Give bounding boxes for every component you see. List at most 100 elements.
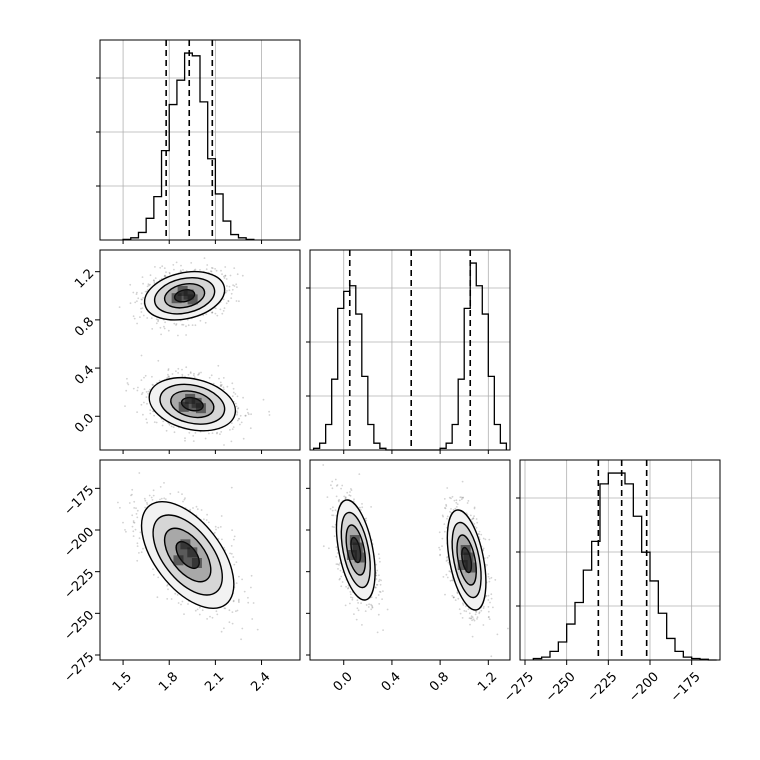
- scatter-point: [193, 376, 196, 379]
- scatter-point: [446, 487, 449, 489]
- scatter-point: [211, 432, 214, 434]
- scatter-point: [469, 617, 472, 620]
- scatter-point: [181, 373, 184, 376]
- scatter-point: [377, 594, 380, 596]
- scatter-point: [152, 279, 155, 282]
- scatter-point: [374, 586, 377, 589]
- scatter-point: [230, 422, 233, 424]
- scatter-point: [475, 518, 478, 520]
- scatter-point: [473, 507, 476, 510]
- scatter-point: [451, 595, 454, 597]
- scatter-point: [148, 284, 150, 287]
- scatter-point: [494, 579, 497, 581]
- scatter-point: [153, 421, 156, 423]
- scatter-point: [348, 494, 351, 497]
- scatter-point: [216, 431, 219, 434]
- scatter-point: [484, 538, 487, 541]
- scatter-point: [338, 564, 340, 566]
- scatter-point: [214, 525, 217, 528]
- scatter-point: [469, 623, 471, 626]
- scatter-point: [164, 321, 167, 324]
- scatter-point: [147, 390, 150, 393]
- y-tick-label: −225: [61, 566, 97, 602]
- scatter-point: [237, 599, 240, 602]
- scatter-point: [446, 556, 448, 559]
- scatter-point: [236, 273, 239, 276]
- density-cell: [178, 401, 189, 412]
- scatter-point: [201, 609, 204, 612]
- scatter-point: [155, 322, 158, 325]
- scatter-point: [203, 518, 205, 521]
- density-cell: [460, 545, 471, 555]
- scatter-point: [336, 552, 339, 554]
- scatter-point: [194, 432, 197, 434]
- scatter-point: [223, 444, 225, 446]
- scatter-point: [129, 302, 132, 305]
- scatter-point: [202, 314, 205, 317]
- scatter-point: [168, 271, 171, 274]
- scatter-point: [203, 257, 206, 259]
- scatter-point: [465, 605, 467, 608]
- scatter-point: [231, 622, 234, 625]
- scatter-point: [232, 284, 235, 286]
- scatter-point: [135, 513, 138, 515]
- scatter-point: [482, 537, 485, 540]
- joint-frame: [309, 459, 511, 661]
- y-tick-label: 1.2: [72, 266, 97, 291]
- scatter-point: [128, 502, 131, 504]
- joint-content: [117, 472, 259, 641]
- scatter-point: [146, 421, 149, 424]
- density-cell: [180, 539, 191, 550]
- scatter-point: [357, 602, 359, 604]
- scatter-point: [346, 491, 349, 494]
- scatter-point: [473, 515, 475, 517]
- scatter-point: [256, 628, 259, 631]
- scatter-point: [336, 447, 338, 449]
- scatter-point: [200, 509, 203, 511]
- scatter-point: [379, 560, 381, 563]
- scatter-point: [331, 487, 334, 490]
- scatter-point: [172, 426, 175, 428]
- scatter-point: [455, 506, 458, 508]
- scatter-point: [486, 556, 489, 559]
- scatter-point: [238, 300, 240, 303]
- scatter-point: [232, 599, 235, 602]
- scatter-point: [146, 317, 149, 319]
- scatter-point: [133, 317, 136, 320]
- scatter-point: [370, 506, 372, 508]
- scatter-point: [343, 495, 346, 498]
- scatter-point: [449, 570, 452, 573]
- scatter-point: [367, 606, 370, 608]
- x-tick-label: 0.8: [427, 669, 452, 694]
- scatter-point: [236, 410, 238, 412]
- scatter-point: [336, 563, 339, 566]
- scatter-point: [247, 411, 249, 414]
- scatter-point: [229, 552, 232, 555]
- scatter-point: [169, 492, 172, 495]
- scatter-point: [447, 561, 450, 564]
- scatter-point: [507, 627, 509, 630]
- joint-content: [322, 447, 509, 658]
- scatter-point: [141, 276, 144, 278]
- scatter-point: [241, 627, 244, 630]
- scatter-point: [467, 500, 470, 502]
- scatter-point: [204, 321, 207, 324]
- scatter-point: [132, 530, 135, 533]
- scatter-point: [132, 535, 135, 537]
- scatter-point: [163, 325, 165, 328]
- scatter-point: [180, 264, 182, 267]
- scatter-point: [496, 633, 499, 636]
- scatter-point: [233, 535, 236, 538]
- scatter-point: [235, 300, 238, 302]
- joint-frame: [99, 249, 301, 451]
- scatter-point: [214, 307, 217, 310]
- scatter-point: [140, 551, 143, 554]
- scatter-point: [356, 607, 359, 610]
- scatter-point: [132, 520, 135, 522]
- scatter-point: [144, 499, 147, 502]
- scatter-point: [487, 616, 490, 619]
- scatter-point: [353, 498, 355, 501]
- scatter-point: [371, 606, 374, 609]
- scatter-point: [480, 609, 483, 612]
